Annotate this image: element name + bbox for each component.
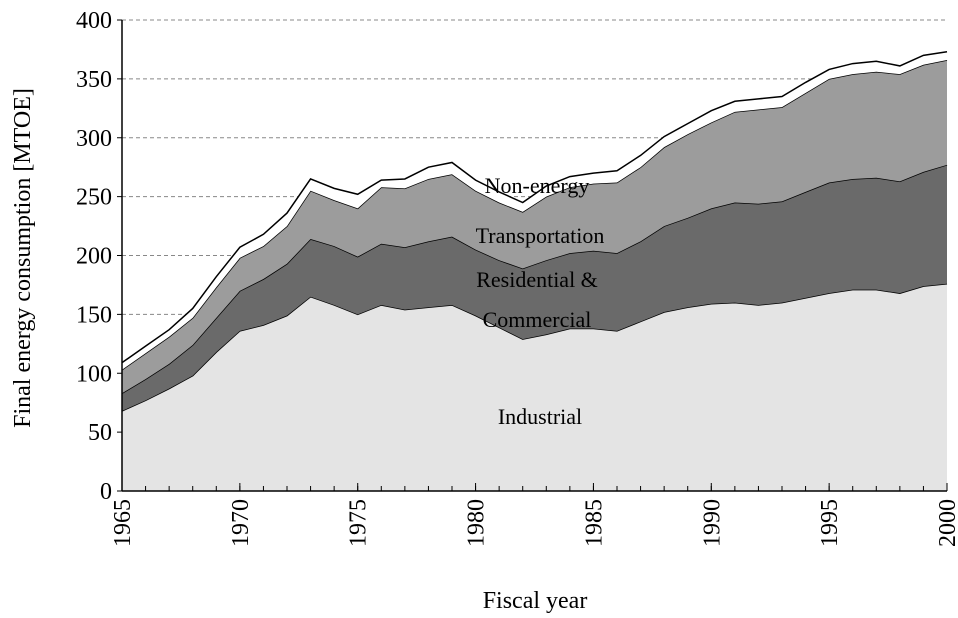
area-label: Commercial [483,307,592,332]
area-label: Residential & [476,267,598,292]
area [122,283,947,491]
x-tick-label: 1965 [110,499,136,547]
area-label: Transportation [476,223,605,248]
y-tick-label: 150 [76,302,112,328]
x-axis-title: Fiscal year [483,588,588,614]
y-tick-label: 200 [76,244,112,270]
y-tick-label: 0 [100,479,112,505]
y-tick-label: 350 [76,67,112,93]
x-tick-label: 1990 [699,499,725,547]
x-tick-label: 1980 [464,499,490,547]
y-tick-label: 100 [76,361,112,387]
y-tick-label: 300 [76,126,112,152]
x-tick-label: 2000 [935,499,958,547]
area-label: Non-energy [485,173,590,198]
area [122,60,947,394]
y-tick-label: 50 [88,420,112,446]
area-outline [121,51,948,364]
area-label: Industrial [498,404,582,429]
x-tick-label: 1970 [228,499,254,547]
x-tick-label: 1995 [817,499,843,547]
y-tick-label: 250 [76,185,112,211]
y-tick-label: 400 [76,8,112,34]
x-tick-label: 1975 [346,499,372,547]
y-axis-title: Final energy consumption [MTOE] [10,88,36,428]
x-tick-label: 1985 [581,499,607,547]
area [122,164,947,411]
